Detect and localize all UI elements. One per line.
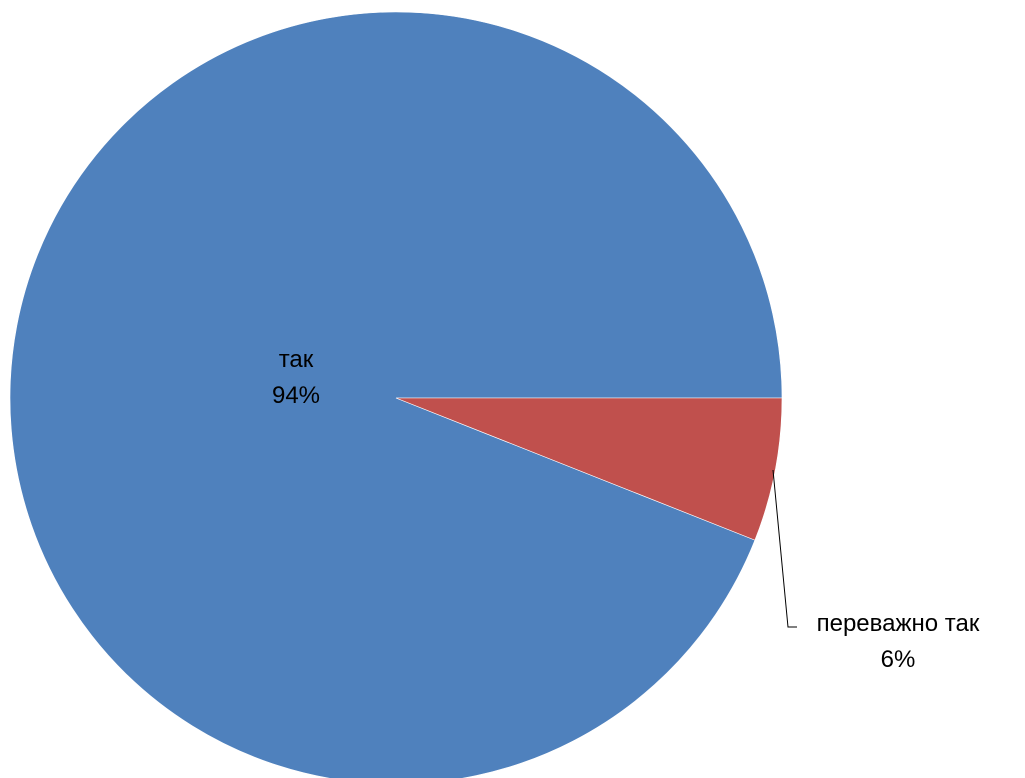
data-label-perevazhno-tak: переважно так 6% (817, 610, 980, 673)
data-label-tak: так 94% (272, 346, 320, 409)
pie-data-labels: так 94% переважно так 6% (272, 346, 980, 673)
leader-line-perevazhno-tak (772, 469, 797, 628)
data-label-perevazhno-tak-category: переважно так (817, 610, 980, 637)
pie-slice-perevazhno-tak (395, 397, 783, 541)
pie-slices (9, 11, 783, 778)
data-label-tak-category: так (279, 346, 314, 373)
data-label-tak-percent: 94% (272, 382, 320, 409)
data-label-perevazhno-tak-percent: 6% (881, 646, 916, 673)
pie-slice-tak (9, 11, 783, 778)
